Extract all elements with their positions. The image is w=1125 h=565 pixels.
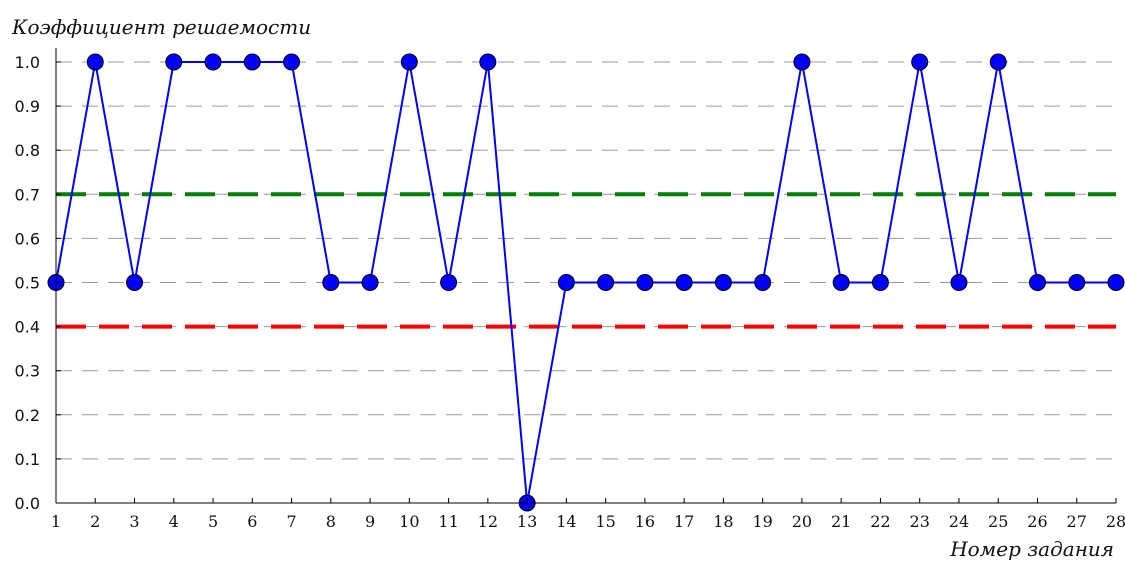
y-tick-label: 0.3 (15, 362, 40, 381)
x-tick-label: 3 (129, 512, 139, 531)
data-point (793, 53, 811, 71)
data-point (361, 274, 379, 291)
data-point (911, 53, 929, 71)
data-point (675, 274, 693, 291)
x-tick-label: 18 (713, 512, 733, 531)
data-point (204, 53, 222, 71)
data-point (1068, 274, 1086, 291)
x-tick-label: 22 (870, 512, 890, 531)
data-point (754, 274, 772, 291)
x-tick-label: 4 (169, 512, 179, 531)
data-point (597, 274, 615, 291)
x-tick-label: 23 (910, 512, 930, 531)
y-tick-label: 0.2 (15, 406, 40, 425)
y-tick-label: 0.1 (15, 450, 40, 469)
reference-lines (56, 192, 1116, 329)
x-tick-label: 27 (1067, 512, 1087, 531)
x-tick-label: 19 (752, 512, 772, 531)
y-ticks: 0.0 0.1 0.2 0.3 0.4 0.5 0.6 0.7 0.8 0.9 1.0 (15, 53, 61, 513)
data-point (989, 53, 1007, 71)
y-tick-label: 0.7 (15, 185, 40, 204)
series-path (55, 61, 1116, 504)
y-tick-label: 0.0 (15, 494, 40, 513)
data-point (126, 274, 144, 291)
x-tick-label: 10 (399, 512, 419, 531)
x-tick-label: 20 (792, 512, 812, 531)
horizontal-grid (56, 61, 1116, 460)
data-point (400, 53, 418, 71)
series-points (47, 53, 1125, 512)
x-tick-label: 25 (988, 512, 1008, 531)
data-point (165, 53, 183, 71)
x-tick-label: 1 (51, 512, 61, 531)
x-tick-label: 5 (208, 512, 218, 531)
data-point (479, 53, 497, 71)
x-tick-label: 16 (635, 512, 655, 531)
x-axis-title: Номер задания (949, 537, 1114, 561)
data-point (1107, 274, 1125, 291)
series-line (55, 61, 1116, 504)
x-tick-label: 21 (831, 512, 851, 531)
data-point (243, 53, 261, 71)
data-point (283, 53, 301, 71)
x-tick-label: 9 (365, 512, 375, 531)
data-point (1028, 274, 1046, 291)
x-ticks: 1 2 3 4 5 6 7 8 9 10 11 12 13 14 15 16 17 18 19 20 21 22 23 24 2… (51, 498, 1125, 531)
y-tick-label: 0.8 (15, 141, 40, 160)
data-point (86, 53, 104, 71)
data-point (440, 274, 458, 291)
x-tick-label: 13 (517, 512, 537, 531)
data-point (950, 274, 968, 291)
data-point (322, 274, 340, 291)
data-point (714, 274, 732, 291)
data-point (871, 274, 889, 291)
x-tick-label: 8 (326, 512, 336, 531)
data-point (636, 274, 654, 291)
y-tick-label: 0.9 (15, 97, 40, 116)
x-tick-label: 7 (286, 512, 296, 531)
x-tick-label: 2 (90, 512, 100, 531)
x-tick-label: 6 (247, 512, 257, 531)
data-point (832, 274, 850, 291)
x-tick-label: 17 (674, 512, 694, 531)
y-axis-title: Коэффициент решаемости (11, 15, 311, 39)
y-tick-label: 0.5 (15, 274, 40, 293)
data-point (557, 274, 575, 291)
y-tick-label: 1.0 (15, 53, 40, 72)
x-tick-label: 24 (949, 512, 969, 531)
x-tick-label: 12 (478, 512, 498, 531)
x-tick-label: 15 (595, 512, 615, 531)
axes (55, 48, 1116, 504)
x-tick-label: 11 (438, 512, 458, 531)
x-tick-label: 26 (1027, 512, 1047, 531)
x-tick-label: 28 (1106, 512, 1125, 531)
y-tick-label: 0.6 (15, 229, 40, 248)
x-tick-label: 14 (556, 512, 576, 531)
y-tick-label: 0.4 (15, 318, 40, 337)
